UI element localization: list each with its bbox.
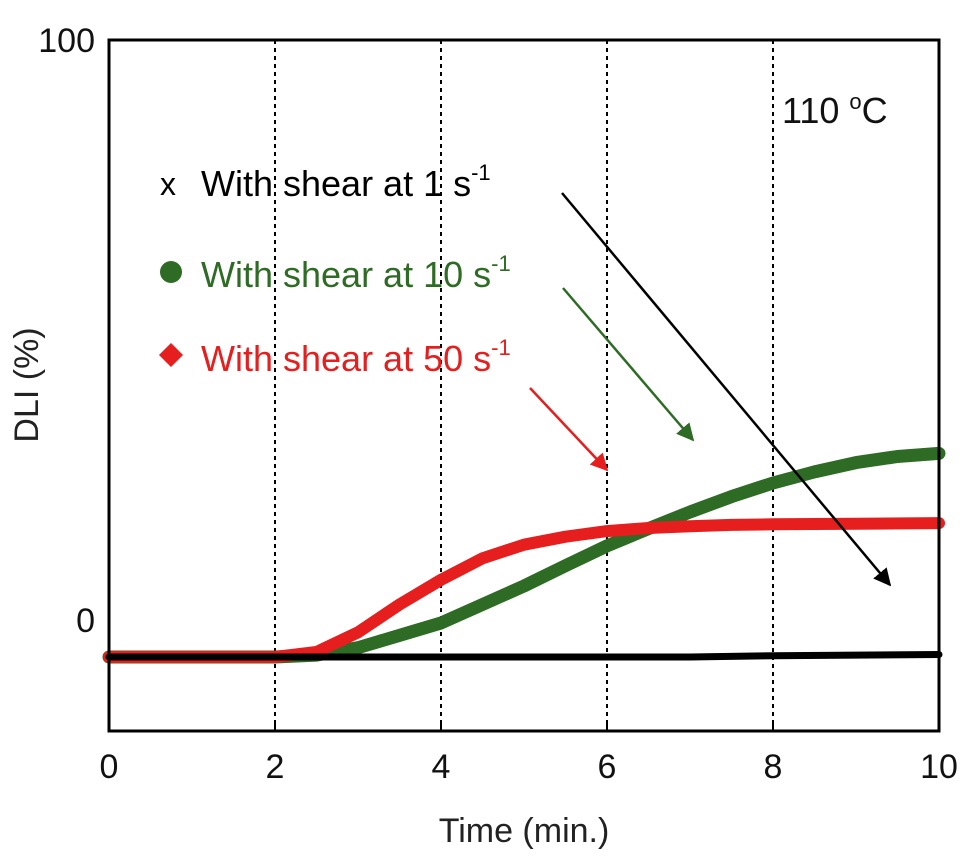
circle-marker-icon — [160, 261, 182, 283]
legend-label-1s-main: With shear at 1 s — [201, 163, 471, 204]
y-tick-label-0: 0 — [76, 602, 95, 640]
legend-label-50s-main: With shear at 50 s — [201, 338, 491, 379]
legend-entry-10s: With shear at 10 s-1 — [160, 251, 511, 295]
legend-entry-1s: x With shear at 1 s-1 — [160, 160, 491, 204]
temperature-unit: C — [862, 90, 888, 131]
legend-label-10s-sup: -1 — [491, 251, 511, 276]
diamond-marker-icon — [159, 343, 183, 367]
legend-label-10s-main: With shear at 10 s — [201, 254, 491, 295]
x-tick-label-10: 10 — [920, 748, 958, 786]
x-axis-label: Time (min.) — [439, 812, 610, 850]
x-marker-icon: x — [160, 166, 176, 202]
x-tick-label-0: 0 — [100, 748, 119, 786]
legend-label-10s: With shear at 10 s-1 — [201, 251, 511, 295]
axis-ticks — [108, 39, 940, 731]
legend-label-50s: With shear at 50 s-1 — [201, 335, 511, 379]
legend-label-50s-sup: -1 — [491, 335, 511, 360]
temperature-value: 110 — [782, 90, 849, 131]
arrow-10s — [562, 287, 695, 442]
gridlines — [274, 40, 774, 731]
arrow-1s — [561, 192, 892, 587]
x-tick-label-8: 8 — [764, 748, 783, 786]
legend-label-1s: With shear at 1 s-1 — [201, 160, 491, 204]
legend: x With shear at 1 s-1 With shear at 10 s… — [159, 160, 511, 379]
y-tick-label-100: 100 — [38, 22, 95, 60]
temperature-annotation: 110 oC — [782, 89, 888, 131]
legend-label-1s-sup: -1 — [471, 160, 491, 185]
series-layer — [102, 446, 946, 664]
legend-entry-50s: With shear at 50 s-1 — [159, 335, 511, 379]
x-tick-label-4: 4 — [432, 748, 451, 786]
arrow-50s — [529, 387, 609, 472]
y-axis-label: DLI (%) — [8, 327, 46, 442]
series-line-1 — [105, 651, 943, 661]
degree-symbol: o — [849, 89, 861, 114]
plot-frame — [107, 38, 941, 733]
series-line-2 — [102, 446, 946, 664]
x-tick-label-6: 6 — [598, 748, 617, 786]
x-tick-label-2: 2 — [266, 748, 285, 786]
